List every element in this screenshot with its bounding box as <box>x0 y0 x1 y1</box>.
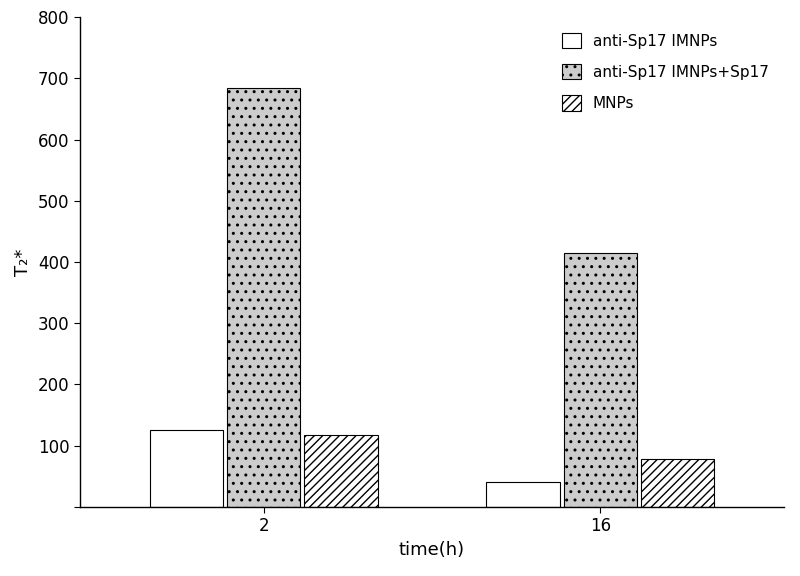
X-axis label: time(h): time(h) <box>399 541 465 559</box>
Bar <box>641 459 714 507</box>
Y-axis label: T₂*: T₂* <box>14 248 33 276</box>
Bar <box>564 253 637 507</box>
Bar <box>227 88 300 507</box>
Bar <box>150 430 223 507</box>
Bar <box>304 435 378 507</box>
Bar <box>486 483 560 507</box>
Legend: anti-Sp17 IMNPs, anti-Sp17 IMNPs+Sp17, MNPs: anti-Sp17 IMNPs, anti-Sp17 IMNPs+Sp17, M… <box>554 25 776 119</box>
